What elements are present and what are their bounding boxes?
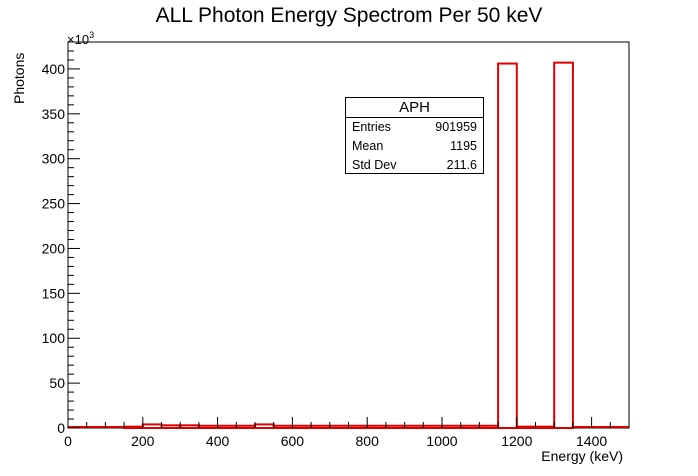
y-tick-label: 50	[49, 375, 65, 391]
histogram-bin	[384, 424, 406, 430]
histogram-bin	[534, 425, 556, 430]
y-tick-label: 400	[42, 61, 66, 77]
y-tick-label: 150	[42, 285, 66, 301]
y-tick-label: 100	[42, 330, 66, 346]
histogram-bin	[403, 424, 425, 430]
x-tick-label: 200	[131, 433, 155, 449]
histogram-bin	[553, 61, 574, 429]
histogram-bin	[441, 424, 462, 430]
stats-box: APH Entries 901959 Mean 1195 Std Dev 211…	[345, 97, 484, 174]
stats-histogram-name: APH	[346, 98, 483, 118]
histogram-bin	[459, 424, 481, 430]
stats-label-entries: Entries	[352, 120, 391, 134]
y-tick-label: 350	[42, 106, 66, 122]
stats-value-stddev: 211.6	[446, 158, 477, 172]
y-multiplier-base: ×10	[67, 32, 89, 47]
histogram-bin	[291, 424, 313, 430]
x-tick-label: 1400	[576, 433, 607, 449]
histogram-bin	[272, 424, 294, 430]
histogram-bin	[254, 423, 275, 429]
stats-row-entries: Entries 901959	[346, 118, 483, 137]
histogram-bin	[497, 62, 518, 429]
x-axis-label: Energy (keV)	[541, 448, 623, 464]
y-axis-label: Photons	[11, 53, 27, 104]
chart-title: ALL Photon Energy Spectrom Per 50 keV	[155, 4, 543, 27]
x-tick-label: 0	[64, 433, 72, 449]
histogram-bin	[328, 424, 350, 430]
histogram-bin	[422, 424, 443, 430]
stats-label-mean: Mean	[352, 139, 384, 153]
y-tick-label: 200	[42, 240, 66, 256]
histogram-bin	[478, 424, 500, 430]
y-tick-label: 300	[42, 151, 66, 167]
stats-label-stddev: Std Dev	[352, 158, 397, 172]
stats-row-mean: Mean 1195	[346, 137, 483, 156]
histogram-bin	[179, 424, 200, 429]
histogram-bin	[197, 424, 219, 430]
histogram-bin	[141, 423, 163, 429]
stats-row-stddev: Std Dev 211.6	[346, 156, 483, 175]
histogram-bin	[216, 424, 238, 430]
histogram-bin	[366, 424, 387, 430]
x-tick-label: 400	[206, 433, 230, 449]
y-tick-label: 0	[57, 420, 65, 436]
x-tick-label: 1000	[426, 433, 457, 449]
histogram-bin	[235, 424, 257, 430]
histogram-bin	[160, 424, 182, 429]
stats-value-mean: 1195	[450, 139, 477, 153]
histogram-bin	[347, 424, 369, 430]
x-tick-label: 600	[281, 433, 305, 449]
x-tick-label: 1200	[501, 433, 532, 449]
y-tick-label: 250	[42, 196, 66, 212]
histogram-bin	[123, 425, 144, 430]
x-tick-label: 800	[356, 433, 380, 449]
y-multiplier-label: ×103	[67, 30, 94, 47]
histogram-bin	[310, 424, 331, 430]
histogram-bin	[515, 425, 537, 430]
stats-value-entries: 901959	[435, 120, 477, 134]
y-multiplier-exponent: 3	[89, 30, 94, 40]
